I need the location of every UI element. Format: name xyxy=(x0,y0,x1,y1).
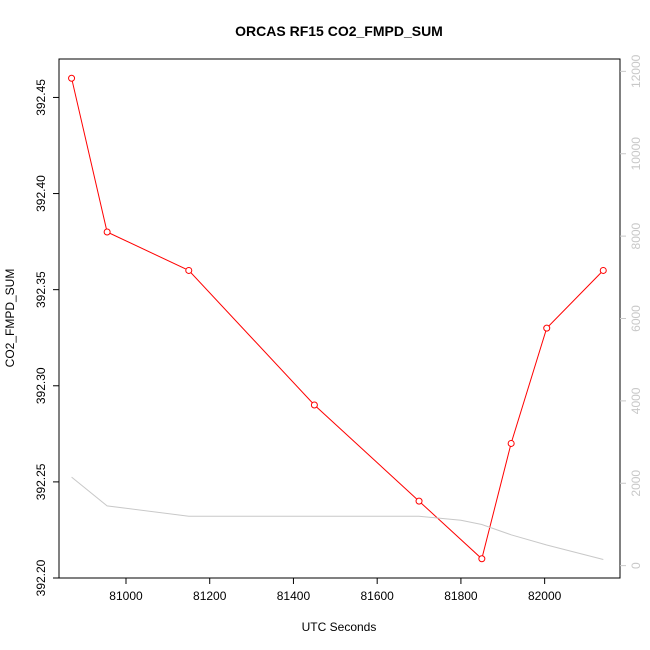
x-tick-label: 82000 xyxy=(528,589,562,603)
data-point xyxy=(599,266,607,274)
y-tick-label: 392.35 xyxy=(34,271,48,308)
data-point xyxy=(507,439,515,447)
data-point xyxy=(103,228,111,236)
y-axis-right: 0 2000 4000 6000 8000 10000 12000 xyxy=(620,54,643,569)
series-line-1 xyxy=(71,476,604,560)
series-line-0 xyxy=(71,78,604,560)
y2-tick-label: 10000 xyxy=(629,137,643,171)
y-tick-label: 392.20 xyxy=(34,559,48,596)
x-tick-label: 81800 xyxy=(444,589,478,603)
x-tick-label: 81000 xyxy=(109,589,143,603)
y2-tick-label: 2000 xyxy=(629,470,643,497)
x-tick-label: 81200 xyxy=(193,589,227,603)
data-point xyxy=(310,401,318,409)
y-tick-label: 392.25 xyxy=(34,463,48,500)
data-point xyxy=(185,266,193,274)
plot-frame xyxy=(58,58,621,579)
chart-title: ORCAS RF15 CO2_FMPD_SUM xyxy=(235,23,443,39)
x-axis-title: UTC Seconds xyxy=(302,620,377,634)
x-tick-label: 81600 xyxy=(360,589,394,603)
y2-tick-label: 12000 xyxy=(629,54,643,88)
x-tick-label: 81400 xyxy=(277,589,311,603)
x-axis: 81000 81200 81400 81600 81800 82000 xyxy=(109,578,562,603)
y2-tick-label: 4000 xyxy=(629,387,643,414)
data-point xyxy=(543,324,551,332)
series-layer xyxy=(68,74,607,563)
y-axis-title: CO2_FMPD_SUM xyxy=(3,269,17,368)
y-tick-label: 392.30 xyxy=(34,367,48,404)
y2-tick-label: 0 xyxy=(629,562,643,569)
data-point xyxy=(415,497,423,505)
y-tick-label: 392.45 xyxy=(34,79,48,116)
y2-tick-label: 6000 xyxy=(629,305,643,332)
y-axis-left: 392.20 392.25 392.30 392.35 392.40 392.45 xyxy=(34,79,59,596)
y2-tick-label: 8000 xyxy=(629,222,643,249)
data-point xyxy=(478,555,486,563)
data-point xyxy=(68,74,76,82)
y-tick-label: 392.40 xyxy=(34,175,48,212)
